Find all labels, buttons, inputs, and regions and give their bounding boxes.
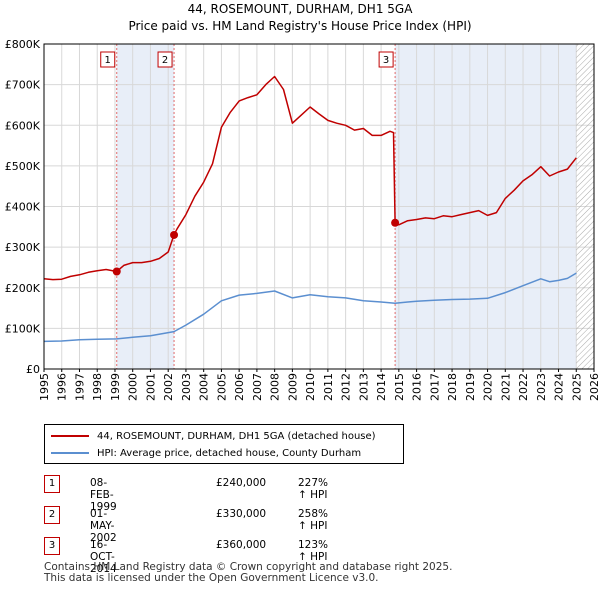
legend-item-hpi: HPI: Average price, detached house, Coun…	[51, 445, 361, 461]
x-tick-label: 2013	[357, 373, 370, 401]
x-tick-label: 2024	[553, 373, 566, 401]
legend-label-property: 44, ROSEMOUNT, DURHAM, DH1 5GA (detached…	[97, 430, 376, 442]
sale-point	[391, 218, 400, 227]
chart-title: 44, ROSEMOUNT, DURHAM, DH1 5GA	[187, 2, 413, 16]
plot-frame	[43, 43, 595, 370]
legend-swatch-hpi	[51, 452, 89, 454]
x-tick-label: 2019	[464, 373, 477, 401]
sale-number-badge: 3	[44, 537, 60, 555]
hpi-line	[43, 272, 577, 343]
sale-price: £330,000	[216, 508, 267, 520]
x-tick-label: 2012	[340, 373, 353, 401]
legend: 44, ROSEMOUNT, DURHAM, DH1 5GA (detached…	[44, 424, 404, 464]
x-tick-label: 2016	[411, 373, 424, 401]
price-chart: 1 2 3 £0 £100K £200K £300K £400K £500K £600K £700…	[5, 38, 600, 401]
forecast-hatch	[576, 44, 594, 369]
sale-point	[112, 267, 121, 276]
y-tick-label: £400K	[5, 201, 41, 214]
x-tick-label: 2003	[180, 373, 193, 401]
x-tick-label: 2008	[269, 373, 282, 401]
x-tick-label: 2022	[517, 373, 530, 401]
sale-label: 3	[383, 55, 389, 66]
sale-number-badge: 1	[44, 475, 60, 493]
y-tick-label: £800K	[5, 38, 41, 51]
x-tick-label: 2021	[499, 373, 512, 401]
legend-swatch-property	[51, 435, 89, 437]
sale-label-box	[100, 51, 116, 68]
property-price-line	[43, 75, 577, 281]
x-tick-label: 2014	[375, 373, 388, 401]
sale-label-box	[378, 51, 394, 68]
x-tick-label: 1995	[38, 373, 51, 401]
footer-line-1: Contains HM Land Registry data © Crown c…	[44, 561, 453, 573]
x-tick-label: 2004	[198, 373, 211, 401]
sale-hpi-change: 258% ↑ HPI	[298, 508, 329, 532]
y-tick-label: £700K	[5, 79, 41, 92]
x-tick-label: 2005	[215, 373, 228, 401]
x-tick-label: 2000	[127, 373, 140, 401]
x-tick-label: 2020	[482, 373, 495, 401]
x-tick-label: 2007	[251, 373, 264, 401]
footer-attribution: Contains HM Land Registry data © Crown c…	[44, 562, 452, 584]
x-tick-label: 2009	[286, 373, 299, 401]
sale-price: £360,000	[216, 539, 267, 551]
x-tick-label: 2001	[144, 373, 157, 401]
x-tick-label: 1996	[56, 373, 69, 401]
y-tick-label: £500K	[5, 160, 41, 173]
y-tick-label: £0	[26, 363, 40, 376]
chart-subtitle: Price paid vs. HM Land Registry's House …	[128, 19, 472, 33]
x-tick-label: 1998	[91, 373, 104, 401]
legend-label-hpi: HPI: Average price, detached house, Coun…	[97, 447, 362, 459]
x-tick-label: 2010	[304, 373, 317, 401]
sale-label-box	[157, 51, 173, 68]
y-tick-label: £200K	[5, 282, 41, 295]
sale-label: 2	[162, 55, 168, 66]
sale-number-badge: 2	[44, 506, 60, 524]
y-tick-label: £600K	[5, 119, 41, 132]
sale-date: 16-OCT-2014	[90, 539, 117, 575]
footer-line-2: This data is licensed under the Open Gov…	[44, 572, 379, 584]
y-tick-label: £100K	[5, 322, 41, 335]
x-tick-label: 2011	[322, 373, 335, 401]
sale-price: £240,000	[216, 477, 267, 489]
x-tick-label: 2025	[570, 373, 583, 401]
x-tick-label: 1999	[109, 373, 122, 401]
sale-point	[170, 230, 179, 239]
sale-hpi-change: 123% ↑ HPI	[298, 539, 329, 563]
sale-label: 1	[105, 55, 111, 66]
legend-item-property: 44, ROSEMOUNT, DURHAM, DH1 5GA (detached…	[51, 428, 376, 444]
x-tick-label: 2002	[162, 373, 175, 401]
x-tick-label: 2026	[588, 373, 600, 401]
sale-date: 08-FEB-1999	[90, 477, 117, 513]
x-tick-label: 2017	[428, 373, 441, 401]
x-tick-label: 2023	[535, 373, 548, 401]
x-tick-label: 2018	[446, 373, 459, 401]
x-tick-label: 1997	[73, 373, 86, 401]
sale-date: 01-MAY-2002	[90, 508, 117, 544]
x-tick-label: 2006	[233, 373, 246, 401]
sale-hpi-change: 227% ↑ HPI	[298, 477, 329, 501]
y-tick-label: £300K	[5, 241, 41, 254]
x-tick-label: 2015	[393, 373, 406, 401]
